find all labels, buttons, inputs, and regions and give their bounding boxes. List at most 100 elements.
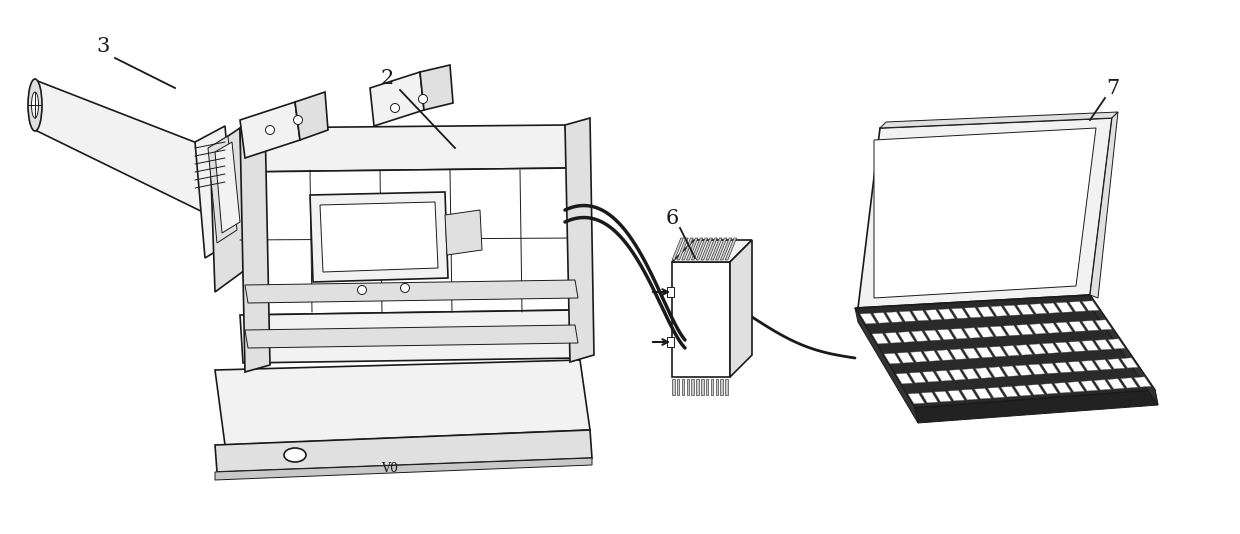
Polygon shape (1056, 302, 1073, 312)
Polygon shape (672, 240, 751, 262)
Polygon shape (696, 238, 708, 260)
Polygon shape (880, 112, 1118, 128)
Polygon shape (667, 287, 675, 297)
Polygon shape (1003, 305, 1021, 316)
Polygon shape (715, 238, 727, 260)
Text: 6: 6 (666, 208, 678, 227)
Text: V0: V0 (382, 461, 398, 475)
Polygon shape (1055, 342, 1073, 352)
Polygon shape (885, 333, 901, 343)
Polygon shape (692, 238, 703, 260)
Polygon shape (921, 392, 937, 403)
Polygon shape (1054, 382, 1071, 393)
Polygon shape (706, 238, 717, 260)
Polygon shape (215, 458, 591, 480)
Ellipse shape (284, 448, 306, 462)
Polygon shape (711, 379, 713, 395)
Polygon shape (977, 327, 993, 337)
Polygon shape (1068, 382, 1085, 392)
Polygon shape (1133, 377, 1151, 387)
Polygon shape (1043, 303, 1060, 313)
Polygon shape (677, 379, 680, 395)
Polygon shape (1068, 362, 1085, 372)
Polygon shape (1090, 295, 1158, 405)
Polygon shape (682, 379, 684, 395)
Polygon shape (1121, 358, 1138, 368)
Polygon shape (859, 313, 877, 324)
Polygon shape (963, 328, 981, 338)
Polygon shape (1043, 323, 1059, 333)
Polygon shape (246, 325, 578, 348)
Polygon shape (701, 379, 703, 395)
Polygon shape (975, 388, 991, 399)
Polygon shape (1095, 320, 1112, 330)
Polygon shape (701, 238, 713, 260)
Polygon shape (856, 308, 918, 423)
Polygon shape (988, 367, 1006, 378)
Polygon shape (990, 347, 1006, 357)
Polygon shape (711, 238, 722, 260)
Polygon shape (963, 348, 980, 359)
Polygon shape (565, 118, 594, 362)
Polygon shape (215, 360, 590, 445)
Polygon shape (692, 379, 694, 395)
Polygon shape (899, 311, 915, 321)
Polygon shape (241, 102, 300, 158)
Ellipse shape (265, 125, 274, 135)
Polygon shape (725, 379, 728, 395)
Polygon shape (1107, 359, 1125, 369)
Polygon shape (913, 310, 929, 321)
Polygon shape (677, 238, 688, 260)
Ellipse shape (401, 284, 409, 293)
Polygon shape (1081, 360, 1099, 371)
Polygon shape (241, 168, 575, 315)
Ellipse shape (419, 95, 428, 104)
Polygon shape (210, 128, 246, 292)
Polygon shape (215, 142, 241, 233)
Polygon shape (730, 240, 751, 377)
Polygon shape (720, 238, 732, 260)
Polygon shape (195, 126, 236, 258)
Polygon shape (1003, 345, 1019, 356)
Polygon shape (445, 210, 482, 255)
Ellipse shape (294, 115, 303, 124)
Polygon shape (215, 430, 591, 472)
Polygon shape (1095, 340, 1112, 350)
Polygon shape (937, 329, 955, 340)
Polygon shape (936, 350, 954, 360)
Polygon shape (923, 371, 939, 382)
Polygon shape (667, 337, 675, 347)
Polygon shape (687, 379, 689, 395)
Polygon shape (961, 389, 978, 400)
Polygon shape (991, 306, 1007, 316)
Polygon shape (1029, 344, 1045, 354)
Polygon shape (1095, 359, 1111, 370)
Polygon shape (715, 379, 718, 395)
Polygon shape (672, 379, 675, 395)
Polygon shape (874, 128, 1096, 298)
Polygon shape (977, 307, 994, 317)
Polygon shape (1094, 380, 1111, 390)
Polygon shape (706, 379, 708, 395)
Polygon shape (1003, 325, 1021, 336)
Polygon shape (1109, 339, 1125, 349)
Polygon shape (208, 136, 237, 243)
Polygon shape (911, 331, 928, 341)
Polygon shape (935, 391, 951, 402)
Polygon shape (725, 238, 737, 260)
Polygon shape (951, 308, 968, 319)
Polygon shape (1121, 378, 1138, 388)
Polygon shape (1069, 341, 1085, 351)
Text: 7: 7 (1106, 78, 1120, 98)
Polygon shape (898, 332, 915, 342)
Polygon shape (696, 379, 699, 395)
Polygon shape (241, 125, 570, 172)
Polygon shape (1090, 112, 1118, 298)
Polygon shape (976, 368, 992, 378)
Text: 2: 2 (381, 68, 393, 88)
Polygon shape (241, 310, 578, 363)
Polygon shape (990, 326, 1007, 336)
Polygon shape (1030, 304, 1047, 314)
Polygon shape (720, 379, 723, 395)
Polygon shape (872, 333, 888, 344)
